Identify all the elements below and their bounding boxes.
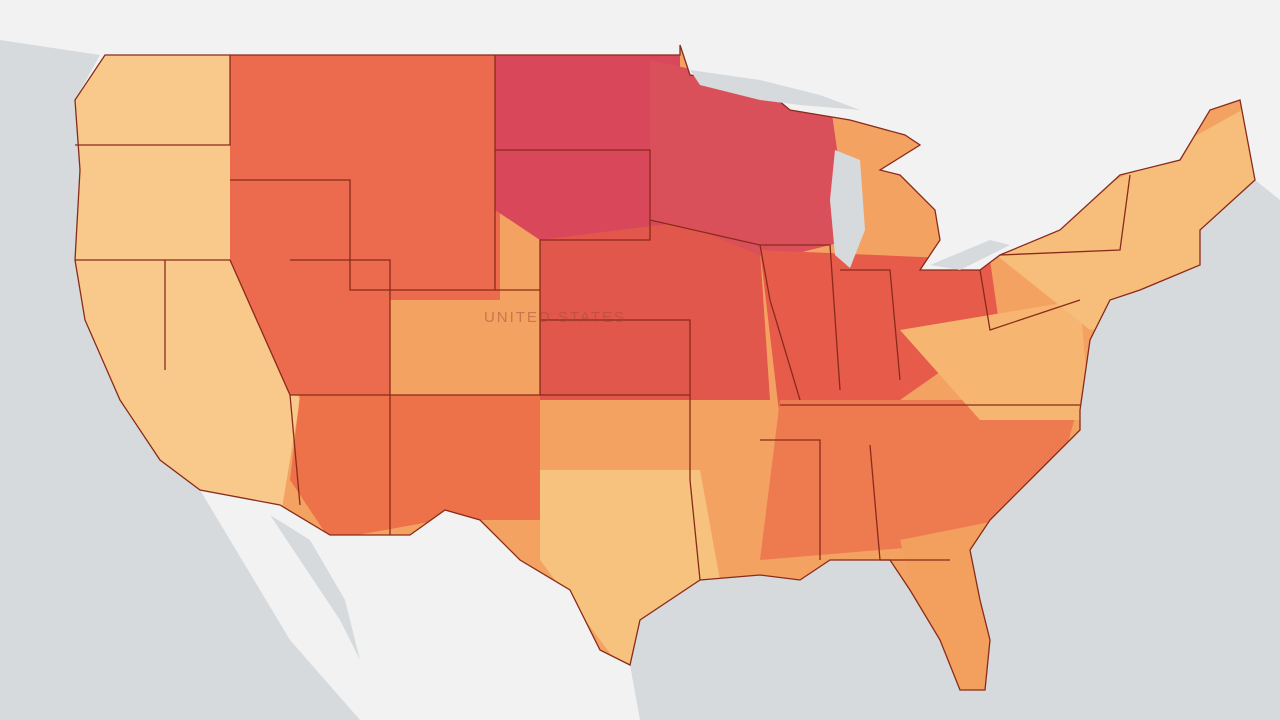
state-border	[540, 319, 691, 395]
region-texas	[540, 470, 720, 680]
region-central-plains	[540, 220, 770, 400]
region-southwest	[290, 395, 540, 540]
state-borders	[74, 44, 1256, 691]
region-ohio-valley	[760, 250, 1000, 420]
state-border	[75, 259, 301, 506]
country-label: UNITED STATES	[484, 309, 626, 326]
state-border	[290, 394, 701, 581]
region-northern-plains	[495, 45, 680, 240]
lake-michigan	[830, 150, 865, 268]
state-border	[75, 55, 231, 146]
state-border	[979, 269, 1081, 331]
region-mountain	[230, 45, 500, 395]
state-border	[999, 174, 1131, 256]
state-border	[760, 244, 841, 391]
state-border	[230, 179, 540, 291]
state-border	[649, 219, 801, 401]
state-border	[869, 444, 950, 561]
pacific-ocean	[0, 40, 360, 720]
lake-erie	[930, 240, 1010, 270]
state-border	[760, 439, 821, 560]
state-border	[840, 269, 901, 381]
state-border	[495, 149, 651, 395]
atlantic-ocean	[630, 180, 1280, 720]
state-border	[290, 259, 391, 535]
region-virginia	[900, 300, 1090, 420]
lake-superior	[690, 70, 860, 110]
